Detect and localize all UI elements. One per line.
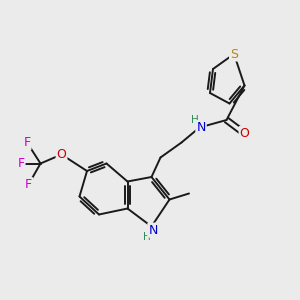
Text: N: N	[148, 224, 158, 237]
Text: O: O	[57, 148, 66, 161]
Text: H: H	[191, 115, 199, 125]
Text: F: F	[25, 178, 32, 191]
Text: F: F	[23, 136, 31, 149]
Text: H: H	[143, 232, 151, 242]
Text: N: N	[196, 121, 206, 134]
Text: S: S	[230, 47, 238, 61]
Text: O: O	[240, 127, 249, 140]
Text: F: F	[17, 157, 25, 170]
